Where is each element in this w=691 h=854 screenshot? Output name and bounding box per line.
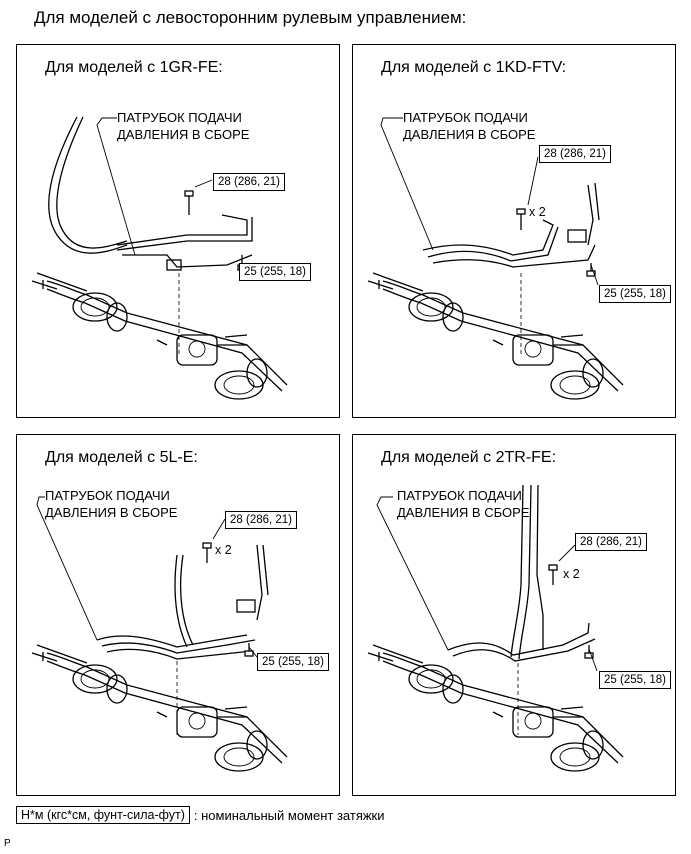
torque-upper: 28 (286, 21) <box>225 511 298 529</box>
legend-description: : номинальный момент затяжки <box>193 807 385 823</box>
torque-lower: 25 (255, 18) <box>239 263 312 281</box>
part-callout: ПАТРУБОК ПОДАЧИ ДАВЛЕНИЯ В СБОРЕ <box>45 488 178 520</box>
torque-lower: 25 (255, 18) <box>257 653 330 671</box>
panel-title: Для моделей с 1KD-FTV: <box>381 59 567 76</box>
steering-rack-illustration <box>367 117 624 400</box>
page-title: Для моделей с левосторонним рулевым упра… <box>34 8 467 27</box>
steering-rack-illustration <box>367 484 624 772</box>
diagram-panel-2tr-fe: Для моделей с 2TR-FE: ПАТРУБОК ПОДАЧИ ДА… <box>352 434 676 796</box>
diagram-panel-1gr-fe: Для моделей с 1GR-FE: ПАТРУБОК П <box>16 44 340 418</box>
torque-upper: 28 (286, 21) <box>213 173 286 191</box>
torque-lower: 25 (255, 18) <box>599 285 672 303</box>
steering-rack-illustration <box>31 116 288 400</box>
part-callout: ПАТРУБОК ПОДАЧИ ДАВЛЕНИЯ В СБОРЕ <box>117 110 250 142</box>
diagram-panel-1kd-ftv: Для моделей с 1KD-FTV: ПАТРУБОК ПОДАЧИ Д… <box>352 44 676 418</box>
panel-title: Для моделей с 2TR-FE: <box>381 449 557 466</box>
legend-unit: Н*м (кгс*см, фунт-сила-фут) <box>16 806 190 824</box>
diagram-panel-5l-e: Для моделей с 5L-E: ПАТРУБОК ПОДАЧИ ДАВЛ… <box>16 434 340 796</box>
bolt-quantity: x 2 <box>563 567 580 581</box>
panel-title: Для моделей с 5L-E: <box>45 449 198 466</box>
bolt-quantity: x 2 <box>529 205 546 219</box>
torque-upper: 28 (286, 21) <box>575 533 648 551</box>
page-code: P <box>4 838 11 849</box>
torque-upper: 28 (286, 21) <box>539 145 612 163</box>
part-callout: ПАТРУБОК ПОДАЧИ ДАВЛЕНИЯ В СБОРЕ <box>403 110 536 142</box>
torque-legend: Н*м (кгс*см, фунт-сила-фут) : номинальны… <box>16 806 385 824</box>
panel-title: Для моделей с 1GR-FE: <box>45 59 223 76</box>
steering-rack-illustration <box>31 496 288 772</box>
part-callout: ПАТРУБОК ПОДАЧИ ДАВЛЕНИЯ В СБОРЕ <box>397 488 530 520</box>
bolt-quantity: x 2 <box>215 543 232 557</box>
torque-lower: 25 (255, 18) <box>599 671 672 689</box>
